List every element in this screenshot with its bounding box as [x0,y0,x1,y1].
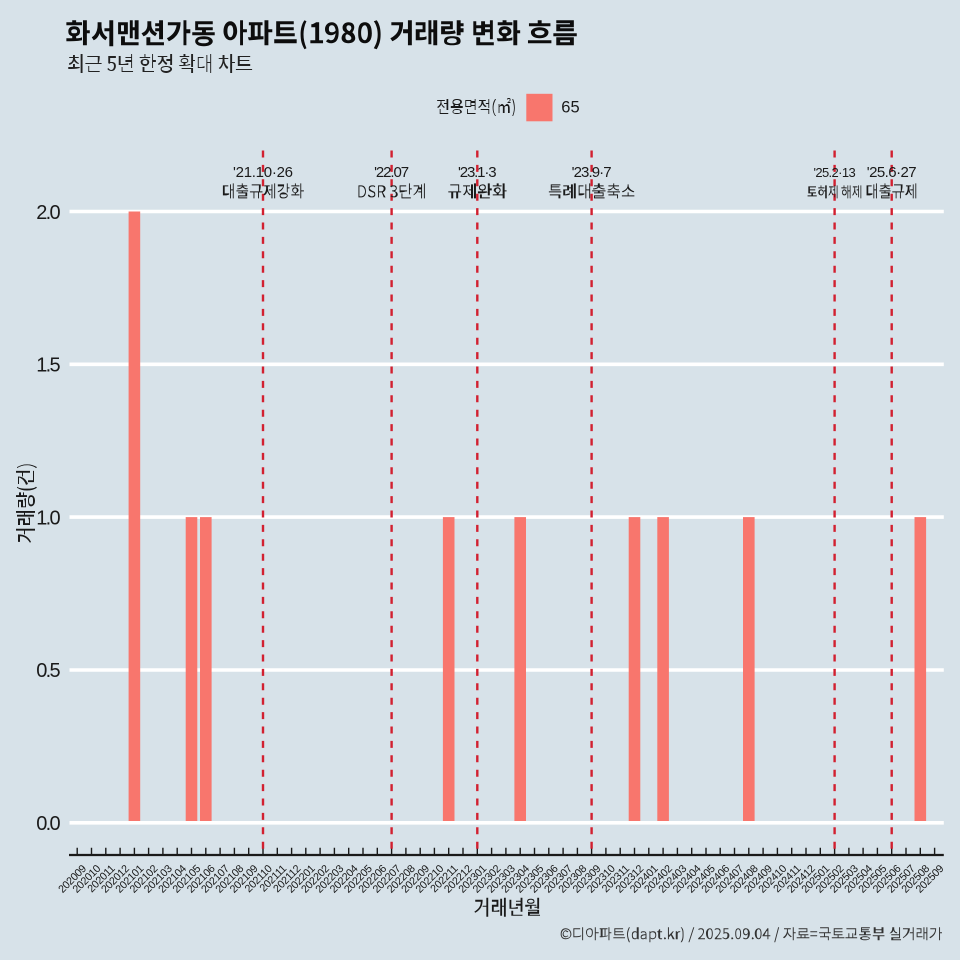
svg-text:0.5: 0.5 [36,660,60,682]
svg-text:'23.9·7: '23.9·7 [572,164,612,181]
svg-text:0.0: 0.0 [36,813,60,835]
svg-text:'22.07: '22.07 [374,164,409,181]
svg-text:'25.2·13: '25.2·13 [814,165,856,180]
svg-text:1.5: 1.5 [36,355,60,377]
svg-text:65: 65 [561,99,579,117]
svg-text:'25.6·27: '25.6·27 [867,164,917,181]
svg-text:1.0: 1.0 [36,507,60,529]
svg-text:2.0: 2.0 [36,202,60,224]
svg-text:'21.10·26: '21.10·26 [233,164,293,181]
svg-text:'23.1·3: '23.1·3 [458,164,497,181]
